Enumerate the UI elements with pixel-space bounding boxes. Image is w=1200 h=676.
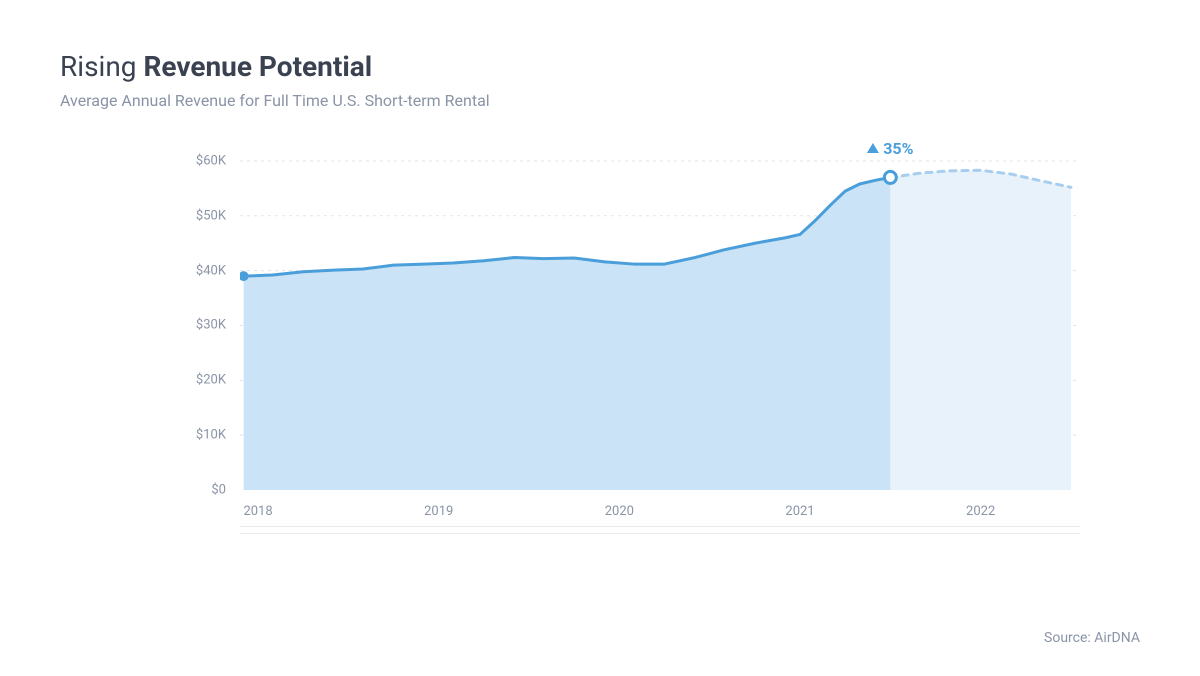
- chart-subtitle: Average Annual Revenue for Full Time U.S…: [60, 91, 1140, 110]
- x-axis-label: 2018: [243, 490, 272, 519]
- x-axis-label: 2021: [785, 490, 814, 519]
- y-axis-label: $40K: [196, 263, 240, 278]
- growth-callout-value: 35%: [883, 139, 913, 158]
- y-axis-label: $20K: [196, 373, 240, 388]
- chart-svg: [240, 150, 1080, 490]
- y-axis-label: $10K: [196, 428, 240, 443]
- title-bold: Revenue Potential: [143, 50, 372, 83]
- y-axis-label: $60K: [196, 153, 240, 168]
- y-axis-label: $0: [211, 483, 240, 498]
- y-axis-label: $50K: [196, 208, 240, 223]
- source-attribution: Source: AirDNA: [1044, 630, 1140, 646]
- y-axis-label: $30K: [196, 318, 240, 333]
- x-axis-label: 2019: [424, 490, 453, 519]
- x-axis-label: 2020: [605, 490, 634, 519]
- growth-callout: 35%: [867, 139, 913, 158]
- chart-area: $0$10K$20K$30K$40K$50K$60K20182019202020…: [240, 150, 1080, 490]
- x-axis-label: 2022: [966, 490, 995, 519]
- x-axis-rule: [240, 526, 1080, 534]
- triangle-up-icon: [867, 143, 879, 153]
- title-pre: Rising: [60, 50, 143, 83]
- chart-title: Rising Revenue Potential: [60, 50, 1140, 83]
